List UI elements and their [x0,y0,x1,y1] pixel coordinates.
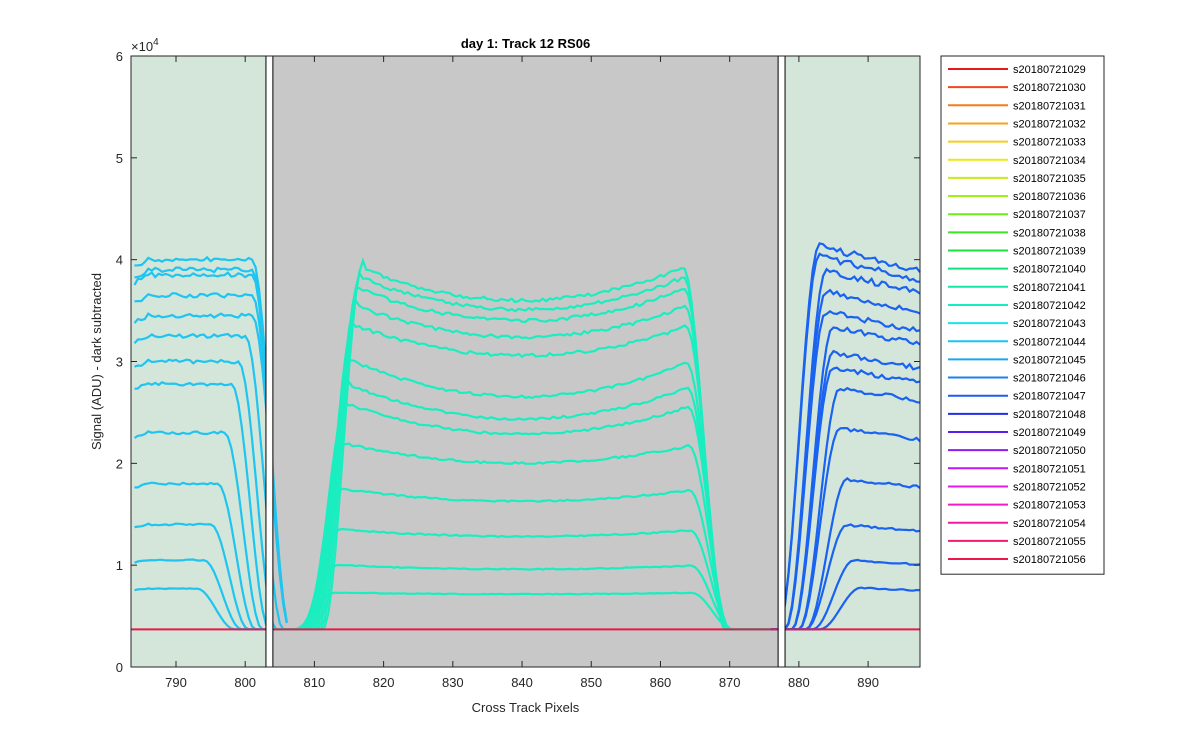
left-series-line-6 [134,358,287,631]
boundary-box-1 [777,55,786,668]
chart-title: day 1: Track 12 RS06 [461,36,590,51]
legend: s20180721029 s20180721030 s20180721031 s201… [940,55,1105,575]
x-tick-label: 800 [234,675,256,690]
legend-entry: s20180721039 [1013,246,1086,258]
legend-entry: s20180721029 [1013,64,1086,76]
x-tick-label: 880 [788,675,810,690]
y-tick-label: 2 [116,456,123,471]
y-axis: 0 1 2 3 4 5 6 [116,49,920,675]
x-axis-label: Cross Track Pixels [472,700,580,715]
center-series-line-5 [272,401,785,631]
legend-entry: s20180721035 [1013,173,1086,185]
series-lines [131,242,921,631]
legend-entry: s20180721049 [1013,427,1086,439]
legend-entry: s20180721030 [1013,82,1086,94]
y-axis-label: Signal (ADU) - dark subtracted [89,273,104,450]
left-series-line-9 [134,292,288,623]
x-tick-label: 820 [373,675,395,690]
legend-box [940,55,1105,575]
right-series-line-11 [771,267,921,631]
center-series-line-7 [272,359,785,631]
legend-entry: s20180721037 [1013,209,1086,221]
x-axis: 790 800 810 820 830 840 850 860 870 880 890 [165,56,879,690]
y-tick-label: 0 [116,660,123,675]
legend-entry: s20180721031 [1013,100,1086,112]
y-tick-label: 4 [116,253,123,268]
x-tick-label: 850 [580,675,602,690]
boundary-box-0 [265,55,274,668]
legend-entry: s20180721042 [1013,300,1086,312]
legend-entry: s20180721051 [1013,463,1086,475]
legend-entry: s20180721046 [1013,373,1086,385]
legend-entry: s20180721032 [1013,118,1086,130]
legend-entry: s20180721055 [1013,536,1086,548]
legend-entry: s20180721041 [1013,282,1086,294]
legend-entry: s20180721053 [1013,500,1086,512]
y-tick-label: 5 [116,151,123,166]
center-series-line-6 [272,379,785,631]
center-series-line-3 [272,487,785,631]
legend-entry: s20180721052 [1013,481,1086,493]
center-series-line-4 [272,442,785,631]
y-exponent-power: 4 [153,37,159,48]
left-series-line-5 [134,381,287,631]
legend-entry: s20180721040 [1013,264,1086,276]
x-tick-label: 870 [719,675,741,690]
right-series-line-8 [771,326,921,631]
y-tick-label: 1 [116,558,123,573]
left-series-line-4 [133,430,287,631]
x-tick-label: 810 [304,675,326,690]
x-tick-label: 890 [857,675,879,690]
left-series-line-8 [133,312,288,624]
y-tick-label: 6 [116,49,123,64]
center-series-line-1 [272,563,785,631]
left-series-line-12 [134,255,288,622]
region-green-2 [785,56,920,667]
legend-entry: s20180721044 [1013,336,1086,348]
y-axis-exponent: ×104 [131,37,159,54]
legend-entry: s20180721056 [1013,554,1086,566]
legend-entry: s20180721045 [1013,354,1086,366]
legend-entry: s20180721047 [1013,391,1086,403]
x-tick-label: 840 [511,675,533,690]
center-series-line-0 [272,591,785,631]
legend-entry: s20180721048 [1013,409,1086,421]
legend-entry: s20180721033 [1013,137,1086,149]
legend-entry: s20180721054 [1013,518,1086,530]
legend-entry: s20180721043 [1013,318,1086,330]
legend-entry: s20180721034 [1013,155,1086,167]
left-series-line-7 [133,332,287,631]
plot-regions [131,56,920,667]
legend-entry: s20180721038 [1013,227,1086,239]
legend-entry: s20180721050 [1013,445,1086,457]
legend-entry: s20180721036 [1013,191,1086,203]
x-tick-label: 830 [442,675,464,690]
center-series-line-12 [272,257,785,631]
x-tick-label: 790 [165,675,187,690]
y-exponent-base: ×10 [131,39,153,54]
right-series-line-13 [771,242,921,631]
y-tick-label: 3 [116,355,123,370]
x-tick-label: 860 [650,675,672,690]
center-series-line-2 [272,527,785,631]
